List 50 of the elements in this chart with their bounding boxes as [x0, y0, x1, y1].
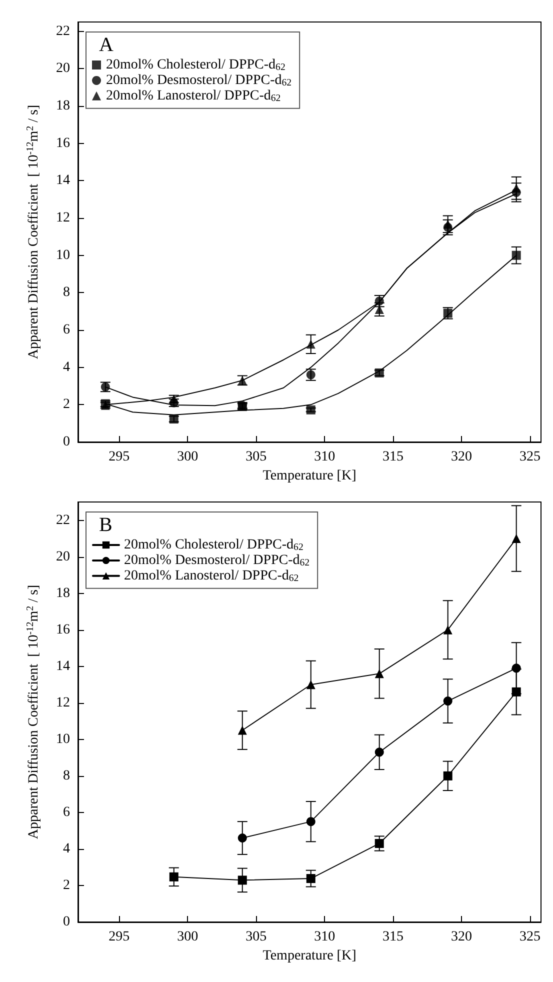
- text: A: [99, 34, 114, 56]
- y-tick-label: 20: [56, 61, 70, 76]
- x-axis-title: Temperature [K]: [262, 468, 356, 484]
- legend-label: 20mol% Desmosterol/ DPPC-d62: [124, 552, 310, 568]
- y-tick-label: 0: [63, 914, 70, 930]
- y-tick-label: 6: [63, 804, 70, 820]
- y-tick-label: 2: [63, 397, 70, 412]
- y-tick-label: 20: [56, 549, 70, 564]
- y-tick-label: 4: [63, 360, 70, 375]
- x-tick-label: 300: [177, 450, 198, 464]
- x-tick-label: 320: [451, 930, 472, 944]
- y-tick-label: 18: [56, 586, 70, 601]
- legend-label: 20mol% Lanosterol/ DPPC-d62: [106, 88, 281, 104]
- y-tick-label: 16: [56, 136, 70, 151]
- x-tick-label: 305: [246, 930, 267, 944]
- y-tick-label: 0: [63, 434, 70, 450]
- x-tick-label: 295: [108, 450, 130, 464]
- legend-label: 20mol% Lanosterol/ DPPC-d62: [124, 568, 299, 584]
- y-tick-label: 2: [63, 878, 70, 893]
- x-tick-label: 315: [382, 450, 404, 464]
- y-tick-label: 8: [63, 768, 70, 784]
- x-tick-label: 315: [382, 930, 404, 944]
- y-tick-label: 14: [56, 658, 70, 674]
- x-tick-label: 325: [520, 930, 541, 944]
- y-tick-label: 4: [63, 841, 70, 856]
- x-tick-label: 300: [177, 930, 198, 944]
- y-tick-label: 18: [56, 98, 70, 114]
- x-tick-label: 310: [314, 930, 336, 944]
- y-tick-label: 8: [63, 285, 70, 300]
- legend-label: 20mol% Cholesterol/ DPPC-d62: [124, 538, 304, 553]
- x-tick-label: 310: [314, 450, 336, 464]
- y-axis-title: Apparent Diffusion Coefficient [ 10-12m2 / s]: [25, 104, 42, 360]
- x-tick-label: 320: [451, 450, 472, 464]
- y-tick-label: 22: [56, 24, 70, 39]
- x-tick-label: 325: [520, 450, 541, 464]
- x-tick-label: 295: [108, 930, 130, 944]
- legend-label: 20mol% Desmosterol/ DPPC-d62: [106, 72, 292, 88]
- y-tick-label: 6: [63, 322, 70, 338]
- y-tick-label: 14: [56, 173, 70, 188]
- y-tick-label: 22: [56, 512, 70, 528]
- y-tick-label: 16: [56, 622, 70, 638]
- y-axis-title: Apparent Diffusion Coefficient [ 10-12m2 / s]: [25, 584, 42, 840]
- y-tick-label: 10: [56, 732, 70, 747]
- text: B: [99, 514, 112, 536]
- y-tick-label: 10: [56, 248, 70, 263]
- x-tick-label: 305: [246, 450, 267, 464]
- y-tick-label: 12: [56, 210, 70, 226]
- legend-label: 20mol% Cholesterol/ DPPC-d62: [106, 58, 286, 73]
- x-axis-title: Temperature [K]: [262, 948, 356, 964]
- y-tick-label: 12: [56, 695, 70, 710]
